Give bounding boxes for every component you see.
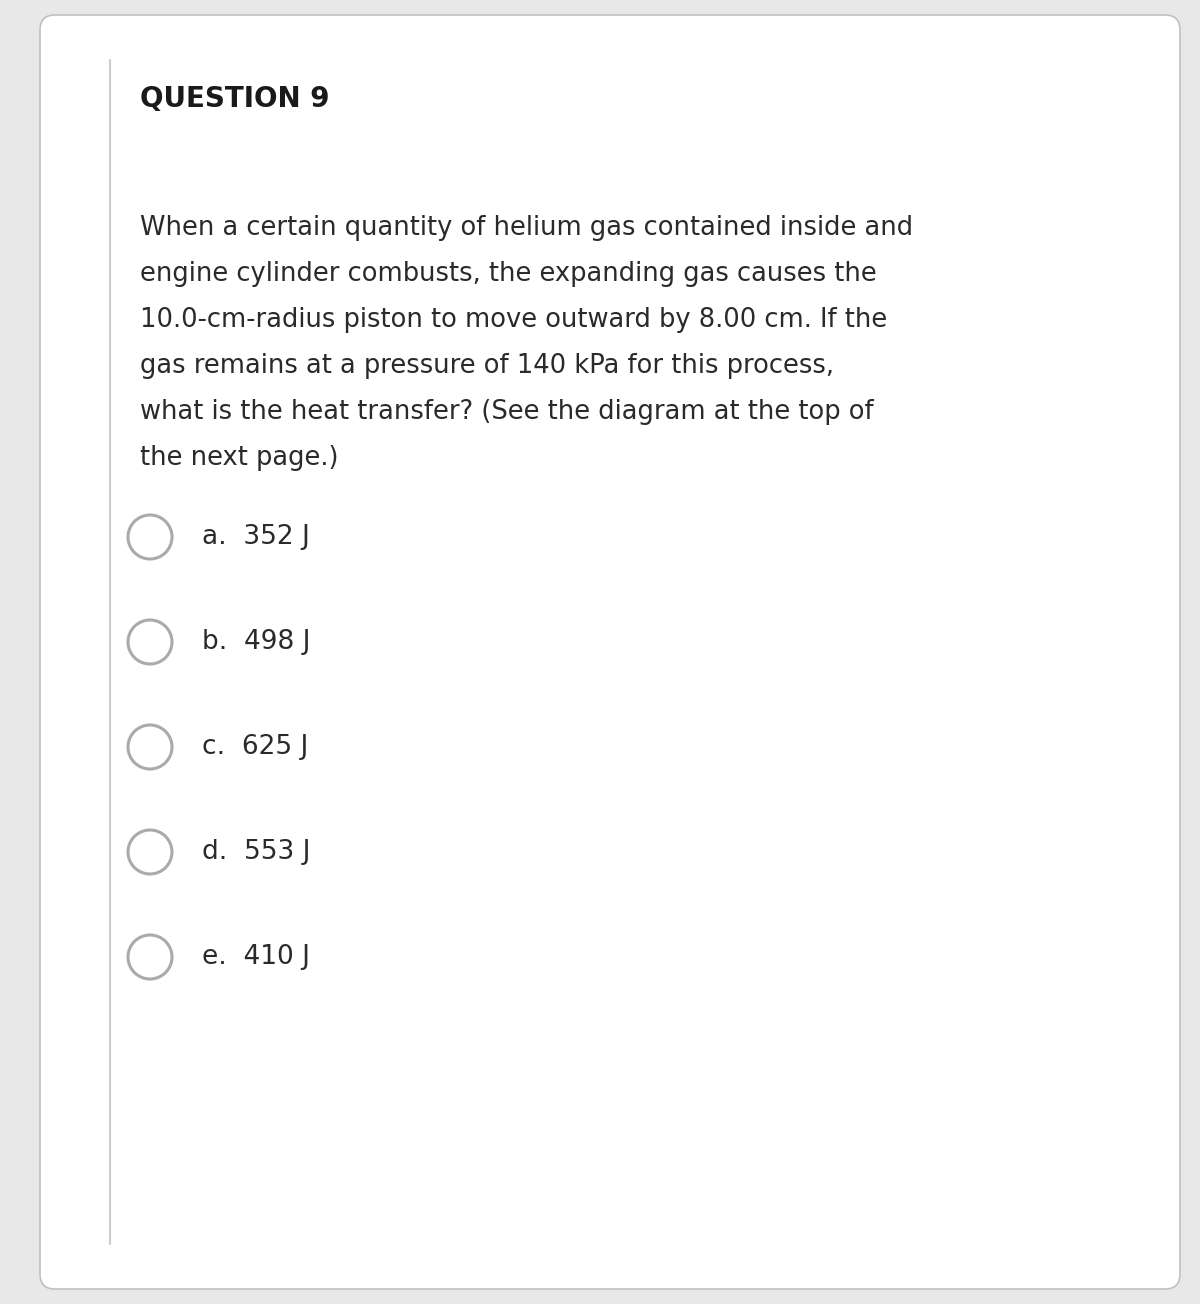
- Text: When a certain quantity of helium gas contained inside and: When a certain quantity of helium gas co…: [140, 215, 913, 241]
- Text: QUESTION 9: QUESTION 9: [140, 85, 330, 113]
- Circle shape: [128, 619, 172, 664]
- Circle shape: [128, 515, 172, 559]
- Circle shape: [128, 725, 172, 769]
- Text: 10.0-cm-radius piston to move outward by 8.00 cm. If the: 10.0-cm-radius piston to move outward by…: [140, 306, 887, 333]
- Circle shape: [128, 831, 172, 874]
- Text: d.  553 J: d. 553 J: [202, 838, 311, 865]
- Text: engine cylinder combusts, the expanding gas causes the: engine cylinder combusts, the expanding …: [140, 261, 877, 287]
- Text: what is the heat transfer? (See the diagram at the top of: what is the heat transfer? (See the diag…: [140, 399, 874, 425]
- Text: the next page.): the next page.): [140, 445, 338, 471]
- Text: e.  410 J: e. 410 J: [202, 944, 310, 970]
- Text: b.  498 J: b. 498 J: [202, 629, 311, 655]
- Text: a.  352 J: a. 352 J: [202, 524, 310, 550]
- Circle shape: [128, 935, 172, 979]
- FancyBboxPatch shape: [40, 16, 1180, 1288]
- Text: c.  625 J: c. 625 J: [202, 734, 308, 760]
- Text: gas remains at a pressure of 140 kPa for this process,: gas remains at a pressure of 140 kPa for…: [140, 353, 834, 379]
